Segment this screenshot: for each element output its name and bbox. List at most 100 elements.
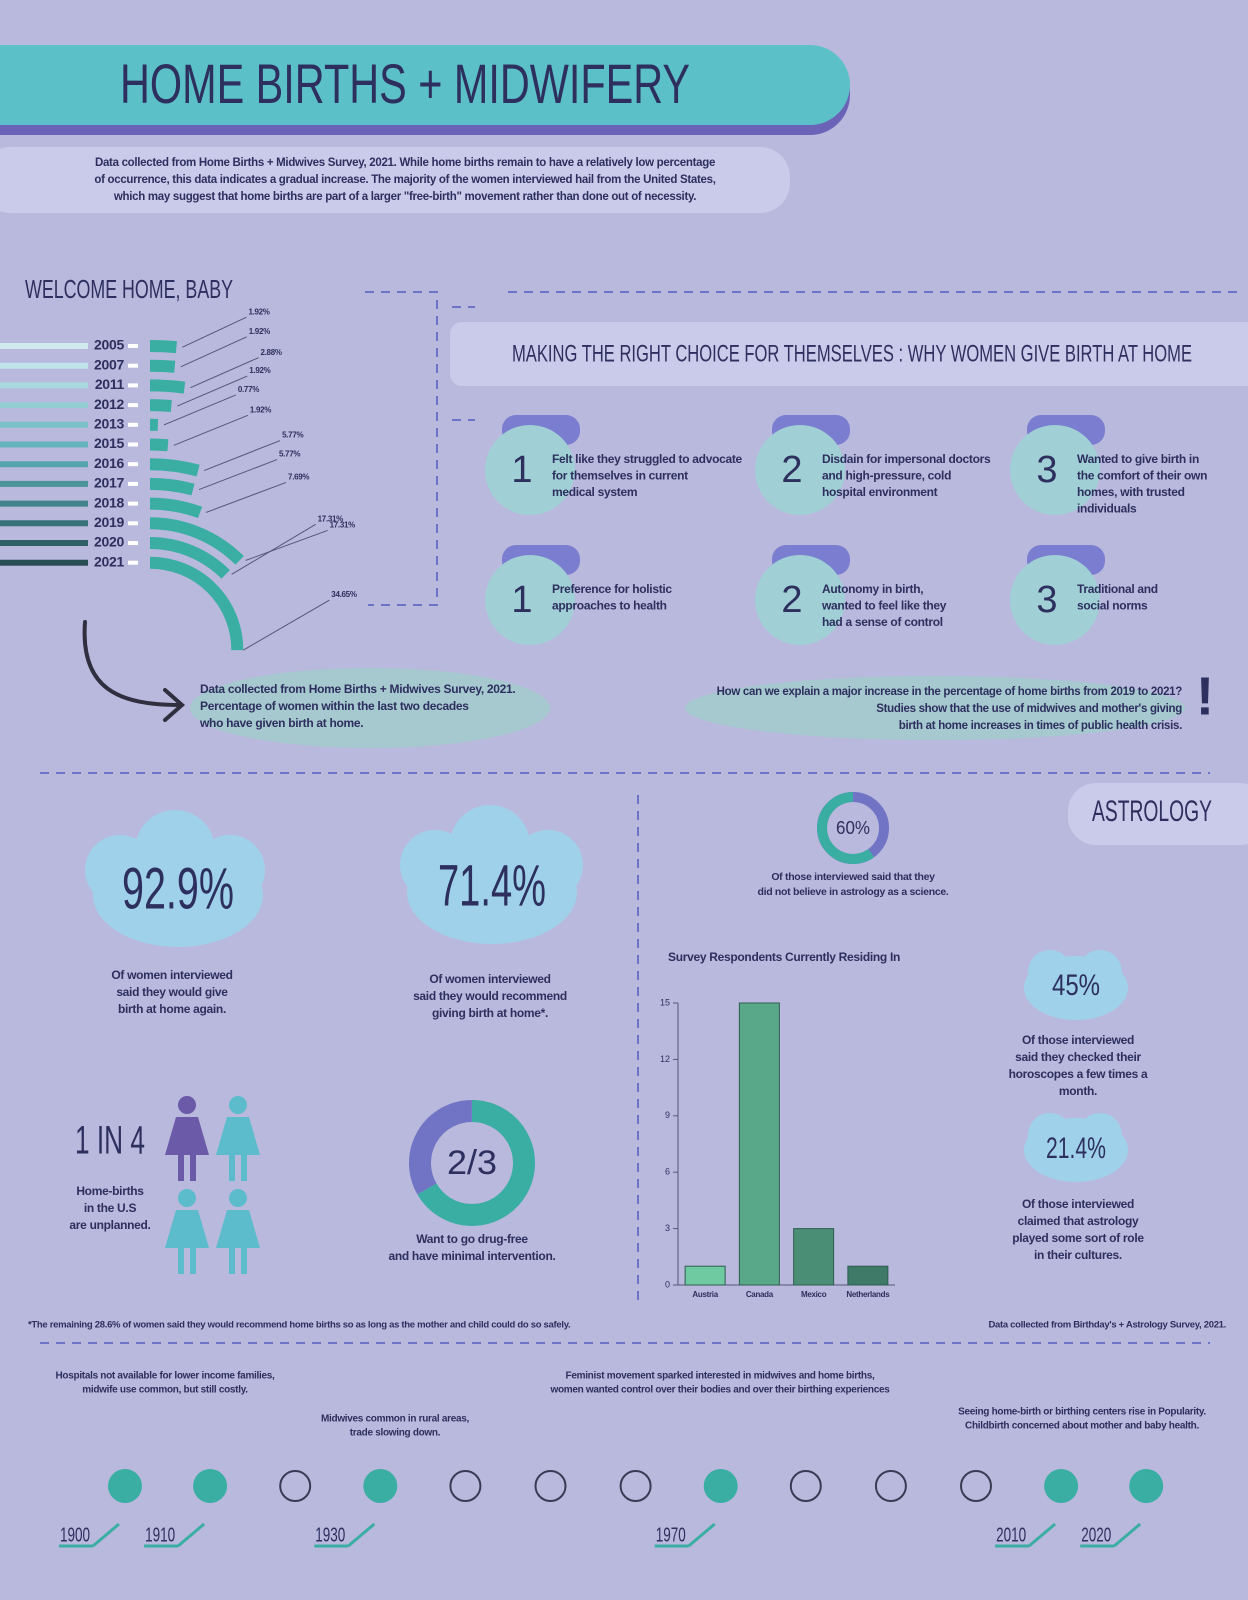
bar	[738, 1002, 780, 1286]
bar	[684, 1265, 726, 1286]
event-text: women wanted control over their bodies a…	[550, 1385, 891, 1396]
stat-text: said they checked their	[1015, 1050, 1141, 1064]
reason-text: approaches to health	[552, 599, 667, 613]
reason-text: social norms	[1077, 599, 1148, 613]
leg	[178, 1246, 184, 1274]
year-label: 2012	[94, 396, 124, 412]
stat-text: Of women interviewed	[429, 972, 550, 986]
stat-figure: 2/3	[447, 1144, 497, 1182]
intro-text: Data collected from Home Births + Midwiv…	[95, 157, 715, 169]
value-label: 17.31%	[330, 521, 356, 530]
leader-line	[173, 414, 249, 446]
leg	[190, 1246, 196, 1274]
timeline-dot-empty	[789, 1470, 822, 1502]
leg	[178, 1153, 184, 1181]
stat-text: in their cultures.	[1034, 1248, 1122, 1262]
reason-number: 3	[1036, 579, 1057, 621]
value-label: 0.77%	[238, 385, 259, 394]
reason-circle	[755, 555, 845, 645]
timeline-year: 1970	[656, 1524, 686, 1546]
person-icon	[216, 1096, 260, 1181]
bar	[793, 1228, 835, 1286]
arc	[149, 359, 176, 373]
timeline-tick	[687, 1522, 716, 1548]
donut-part	[417, 1100, 535, 1226]
x-tick-label: Netherlands	[846, 1290, 890, 1299]
year-label: 2016	[94, 455, 124, 471]
timeline-dot	[1044, 1469, 1079, 1503]
stat-text: Of those interviewed said that they	[771, 871, 935, 883]
timeline-dot-empty	[960, 1470, 992, 1502]
reason-text: medical system	[552, 485, 637, 499]
value-label: 1.92%	[249, 327, 270, 336]
event-text: midwife use common, but still costly.	[82, 1385, 248, 1396]
note-blob	[190, 668, 550, 748]
leader-line	[180, 336, 247, 368]
head	[178, 1096, 196, 1114]
arc	[149, 497, 203, 519]
arc	[149, 517, 244, 565]
stat-text: played some sort of role	[1012, 1231, 1144, 1245]
note-blob	[685, 676, 1185, 740]
reason-text: for themselves in current	[552, 469, 688, 483]
value-label: 34.65%	[331, 590, 357, 599]
exclamation: !	[1196, 666, 1214, 726]
leg	[229, 1153, 235, 1181]
stat-text: month.	[1059, 1084, 1097, 1098]
title: HOME BIRTHS + MIDWIFERY	[120, 52, 690, 115]
timeline-dot-empty	[534, 1470, 567, 1502]
reason-circle	[485, 555, 575, 645]
reason-text: homes, with trusted	[1077, 485, 1185, 499]
note-text: Data collected from Home Births + Midwiv…	[200, 682, 515, 696]
footnote: Data collected from Birthday's + Astrolo…	[988, 1320, 1226, 1331]
intro-text: which may suggest that home births are p…	[113, 191, 696, 203]
value-label: 5.77%	[279, 450, 300, 459]
head	[229, 1189, 247, 1207]
timeline-year: 2020	[1081, 1524, 1111, 1546]
section-title: MAKING THE RIGHT CHOICE FOR THEMSELVES :…	[512, 340, 1192, 367]
event-text: Midwives common in rural areas,	[321, 1414, 469, 1425]
arc	[149, 458, 200, 477]
x-tick-label: Austria	[692, 1290, 718, 1299]
leader-line	[182, 316, 247, 348]
reason-text: hospital environment	[822, 485, 938, 499]
body	[216, 1117, 260, 1155]
stat-text: Of those interviewed	[1022, 1197, 1134, 1211]
banner	[0, 45, 850, 125]
leader-line	[203, 440, 281, 471]
arc	[149, 340, 177, 354]
event-text: Hospitals not available for lower income…	[56, 1371, 275, 1382]
year-label: 2013	[94, 416, 124, 432]
stat-text: claimed that astrology	[1018, 1214, 1139, 1228]
reason-number: 3	[1036, 449, 1057, 491]
reason-number: 2	[781, 449, 802, 491]
stat-figure: 92.9%	[122, 856, 234, 921]
leader-line	[231, 523, 316, 575]
arrow	[82, 620, 186, 722]
y-tick-label: 6	[665, 1167, 670, 1177]
value-label: 7.69%	[288, 473, 309, 482]
leg	[241, 1246, 247, 1274]
timeline-year: 1910	[145, 1524, 175, 1546]
year-label: 2015	[94, 435, 124, 451]
person-icon	[216, 1189, 260, 1274]
person-icon	[165, 1096, 209, 1181]
stat-text: said they would give	[116, 985, 228, 999]
x-tick-label: Canada	[746, 1290, 774, 1299]
cloud	[1024, 1113, 1128, 1182]
intro-box	[0, 147, 790, 213]
person-icon	[165, 1189, 209, 1274]
leg	[229, 1246, 235, 1274]
donut-part	[817, 792, 875, 864]
y-tick-label: 12	[660, 1054, 670, 1064]
cloud	[1024, 950, 1128, 1020]
leg	[241, 1153, 247, 1181]
timeline-tick	[1028, 1522, 1057, 1548]
footnote: *The remaining 28.6% of women said they …	[28, 1320, 570, 1331]
year-label: 2005	[94, 337, 124, 353]
timeline-year: 2010	[996, 1524, 1026, 1546]
stat-text: in the U.S	[84, 1201, 137, 1215]
reason-text: Wanted to give birth in	[1077, 452, 1199, 466]
stat-text: Home-births	[76, 1184, 144, 1198]
year-label: 2018	[94, 494, 124, 510]
